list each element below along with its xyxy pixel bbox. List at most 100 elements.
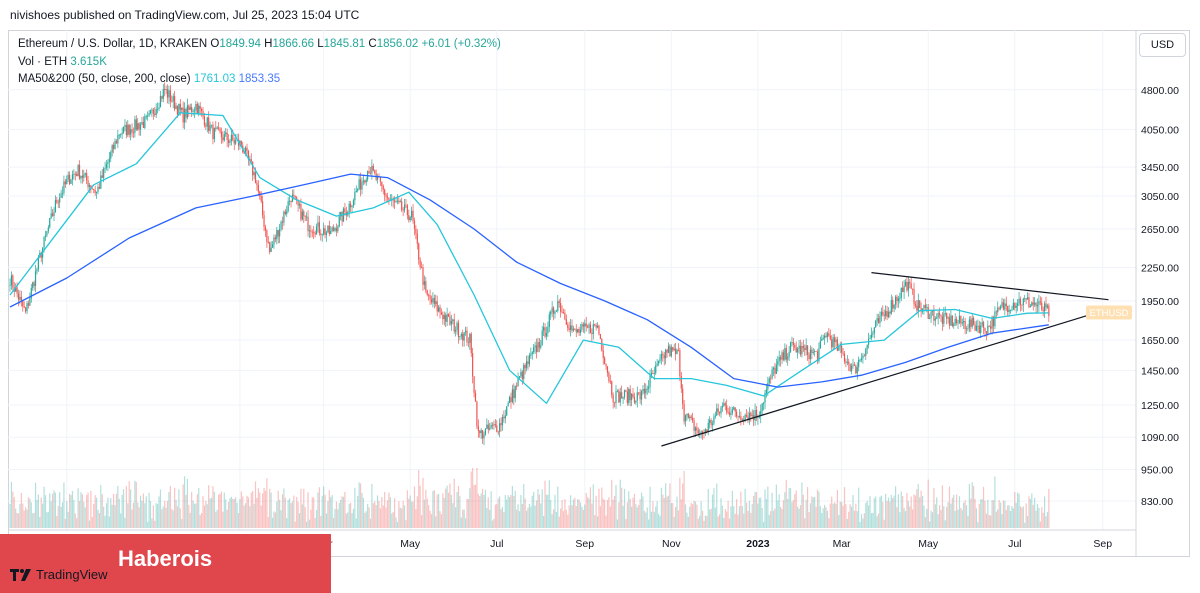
volume-bar [1011, 505, 1013, 528]
candle-body [991, 316, 993, 329]
candle-body [704, 429, 707, 433]
candle-body [885, 310, 887, 316]
candle-body [866, 344, 868, 349]
volume-bar [394, 498, 396, 528]
volume-bar [957, 509, 959, 528]
candle-body [462, 333, 464, 341]
symbol-name[interactable]: Ethereum / U.S. Dollar, 1D, KRAKEN [18, 38, 208, 50]
candle-body [418, 243, 420, 260]
volume-bar [645, 512, 647, 528]
volume-bar [598, 488, 600, 528]
volume-bar [781, 509, 783, 528]
candle-body [582, 324, 584, 327]
candle-body [980, 325, 982, 334]
volume-bar [189, 512, 191, 528]
volume-bar [632, 497, 634, 528]
candle-body [206, 117, 208, 127]
volume-bar [148, 492, 150, 528]
volume-bar [997, 509, 999, 528]
volume-bar [650, 511, 653, 528]
change-value: +6.01 (+0.32%) [421, 38, 501, 50]
candle-body [513, 389, 515, 399]
volume-bar [266, 478, 268, 528]
candle-body [1017, 303, 1019, 306]
volume-bar [489, 509, 491, 528]
candle-body [788, 351, 790, 357]
volume-bar [913, 494, 915, 528]
candle-body [114, 140, 116, 149]
candle-body [733, 407, 735, 410]
candle-body [1029, 305, 1031, 308]
support-trendline[interactable] [661, 307, 1112, 447]
volume-bar [845, 504, 847, 528]
candle-body [416, 233, 418, 244]
volume-bar [885, 493, 887, 528]
candle-body [1024, 298, 1026, 300]
candle-body [750, 412, 752, 417]
candle-body [585, 323, 587, 327]
candle-body [196, 103, 198, 114]
candle-body [280, 221, 282, 229]
candle-body [464, 330, 467, 333]
candle-body [73, 173, 75, 175]
volume-bar [337, 509, 339, 528]
candle-body [385, 195, 387, 197]
volume-bar [999, 502, 1002, 528]
volume-bar [91, 517, 93, 528]
volume-bar [554, 494, 556, 528]
volume-bar [23, 510, 25, 528]
candle-body [138, 123, 140, 130]
volume-bar [686, 512, 688, 528]
volume-bar [405, 520, 407, 528]
currency-button[interactable]: USD [1139, 33, 1186, 57]
candle-body [386, 196, 389, 198]
candle-body [365, 179, 367, 183]
candle-body [659, 359, 661, 362]
volume-bar [927, 479, 929, 528]
volume-bar [429, 510, 431, 528]
candle-body [19, 296, 21, 300]
candle-body [91, 188, 93, 190]
volume-label[interactable]: Vol · ETH [18, 55, 68, 68]
volume-bar [60, 506, 62, 528]
volume-bar [608, 497, 610, 528]
volume-bar [909, 506, 911, 528]
volume-bar [612, 499, 614, 528]
volume-bar [991, 499, 993, 528]
chart-frame[interactable] [8, 30, 1190, 557]
volume-bar [537, 489, 539, 528]
candle-body [139, 124, 142, 130]
candle-body [594, 324, 596, 326]
volume-bar [42, 503, 44, 528]
volume-bar [174, 487, 176, 528]
candle-body [550, 312, 552, 315]
candle-body [51, 213, 54, 217]
candle-body [977, 325, 979, 327]
volume-bar [57, 505, 59, 528]
volume-bar [571, 505, 573, 528]
volume-bar [103, 506, 105, 528]
candle-body [975, 325, 978, 331]
candle-body [960, 315, 962, 324]
candle-body [176, 105, 179, 115]
volume-bar [301, 504, 303, 528]
candle-body [1021, 304, 1023, 306]
candle-body [446, 314, 448, 322]
candle-body [1014, 302, 1016, 308]
candle-body [940, 315, 942, 317]
volume-bar [662, 494, 664, 528]
candle-body [568, 327, 570, 331]
resistance-trendline[interactable] [871, 272, 1109, 301]
volume-bar [145, 496, 147, 528]
candle-body [1046, 305, 1049, 308]
volume-bar [1036, 504, 1039, 528]
volume-bar [115, 493, 118, 528]
candle-body [135, 119, 137, 130]
volume-bar [931, 512, 934, 528]
volume-bar [703, 520, 705, 528]
volume-bar [1002, 500, 1005, 528]
volume-bar [510, 494, 512, 528]
candle-body [638, 392, 640, 394]
ma-label[interactable]: MA50&200 (50, close, 200, close) [18, 73, 191, 85]
